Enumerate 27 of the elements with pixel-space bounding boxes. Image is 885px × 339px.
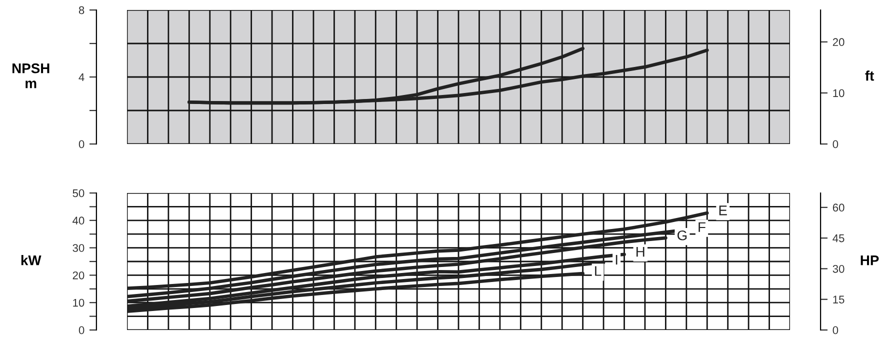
series-label: G [677,230,687,240]
y-tick-label: 20 [72,271,84,280]
y-tick-label: 50 [72,189,84,198]
y2-tick-label: 10 [833,89,844,98]
y-tick-label: 40 [72,216,84,225]
y2-tick-label: 0 [832,140,838,148]
y2-tick-label: 0 [832,326,838,334]
y-tick-label: 0 [78,140,84,148]
y-tick-label: 4 [78,73,84,82]
y2-tick-label: 20 [832,38,844,46]
y2-tick-label: 30 [832,264,844,273]
series-label: E [719,206,727,216]
y-axis-title: kW [21,255,42,266]
y-tick-label: 30 [72,244,84,252]
y2-tick-label: 15 [833,296,844,304]
y-tick-label: 8 [78,6,84,14]
y2-tick-label: 45 [832,234,844,242]
y2-tick-label: 60 [832,204,844,212]
y-tick-label: 10 [73,298,84,307]
y-tick-label: 0 [78,326,84,334]
series-label: L [595,266,602,276]
y2-axis-title: HP [860,256,879,266]
series-label: F [698,222,706,232]
y-axis-title: NPSH m [12,63,50,88]
series-label: I [616,254,618,265]
series-label: H [636,247,644,257]
y2-axis-title: ft [865,70,874,81]
